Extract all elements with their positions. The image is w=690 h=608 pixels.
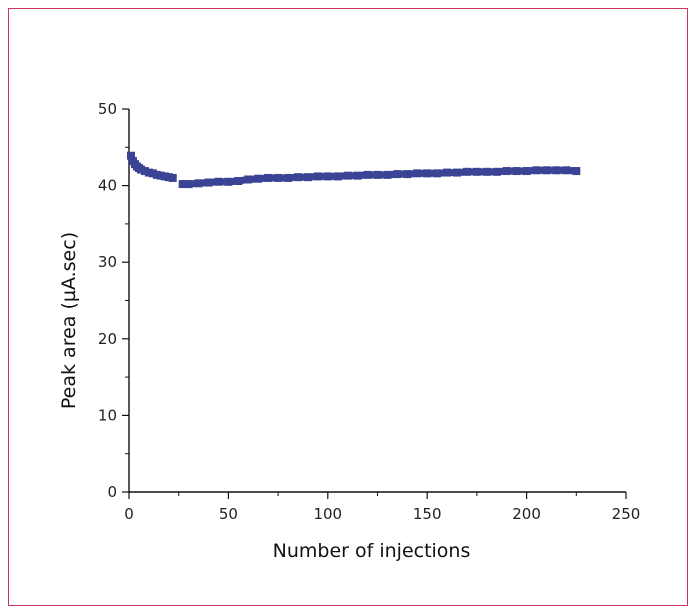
- data-point-link: [164, 173, 170, 181]
- y-tick-label: 20: [98, 330, 117, 348]
- y-tick-label: 10: [98, 406, 117, 424]
- data-point-link: [248, 175, 259, 183]
- data-point-link: [387, 170, 398, 179]
- data-point-link: [139, 166, 146, 174]
- data-point-link: [132, 162, 140, 169]
- y-tick-label: 40: [98, 177, 117, 195]
- data-point-link: [566, 166, 577, 175]
- x-tick-label: 50: [219, 505, 238, 523]
- x-tick-label: 150: [413, 505, 442, 523]
- data-point-link: [257, 174, 269, 183]
- data-point-link: [307, 172, 319, 181]
- data-point-link: [208, 178, 219, 187]
- axes: [128, 109, 626, 493]
- scatter-chart: 0 50 100 150 200 250 0 10 20 30 40 50 Number of inj…: [58, 100, 640, 562]
- data-point-link: [128, 154, 136, 163]
- data-point-link: [237, 176, 249, 185]
- data-point-link: [287, 173, 299, 182]
- data-point-link: [135, 164, 141, 171]
- y-tick-label: 30: [98, 253, 117, 271]
- data-point-link: [160, 172, 166, 180]
- data-point-link: [228, 177, 239, 186]
- data-point-link: [130, 159, 138, 166]
- data-point-link: [526, 166, 537, 175]
- data-point-link: [148, 169, 154, 177]
- ticks: 0 50 100 150 200 250 0 10 20 30 40 50: [98, 100, 640, 523]
- data-point-link: [337, 172, 348, 180]
- data-point-link: [156, 171, 162, 179]
- y-tick-label: 0: [107, 483, 117, 501]
- figure-frame: 0 50 100 150 200 250 0 10 20 30 40 50 Number of inj…: [8, 8, 688, 606]
- y-tick-label: 50: [98, 100, 117, 118]
- x-axis-title: Number of injections: [273, 540, 471, 562]
- x-tick-label: 200: [512, 505, 541, 523]
- data-point-link: [151, 170, 158, 178]
- data-point-link: [168, 174, 174, 181]
- data-point-link: [188, 179, 199, 188]
- x-tick-label: 0: [124, 505, 134, 523]
- data-point-link: [198, 179, 209, 187]
- data-point-link: [496, 167, 507, 176]
- x-tick-label: 250: [612, 505, 641, 523]
- data-point-link: [357, 171, 368, 180]
- data-point-link: [407, 169, 418, 178]
- data-point-link: [137, 165, 143, 172]
- data-point-link: [143, 168, 150, 176]
- y-axis-title: Peak area (µA.sec): [58, 232, 80, 409]
- x-tick-label: 100: [313, 505, 342, 523]
- data-point-link: [456, 168, 468, 177]
- data-points: [126, 151, 581, 189]
- data-point-link: [436, 169, 448, 177]
